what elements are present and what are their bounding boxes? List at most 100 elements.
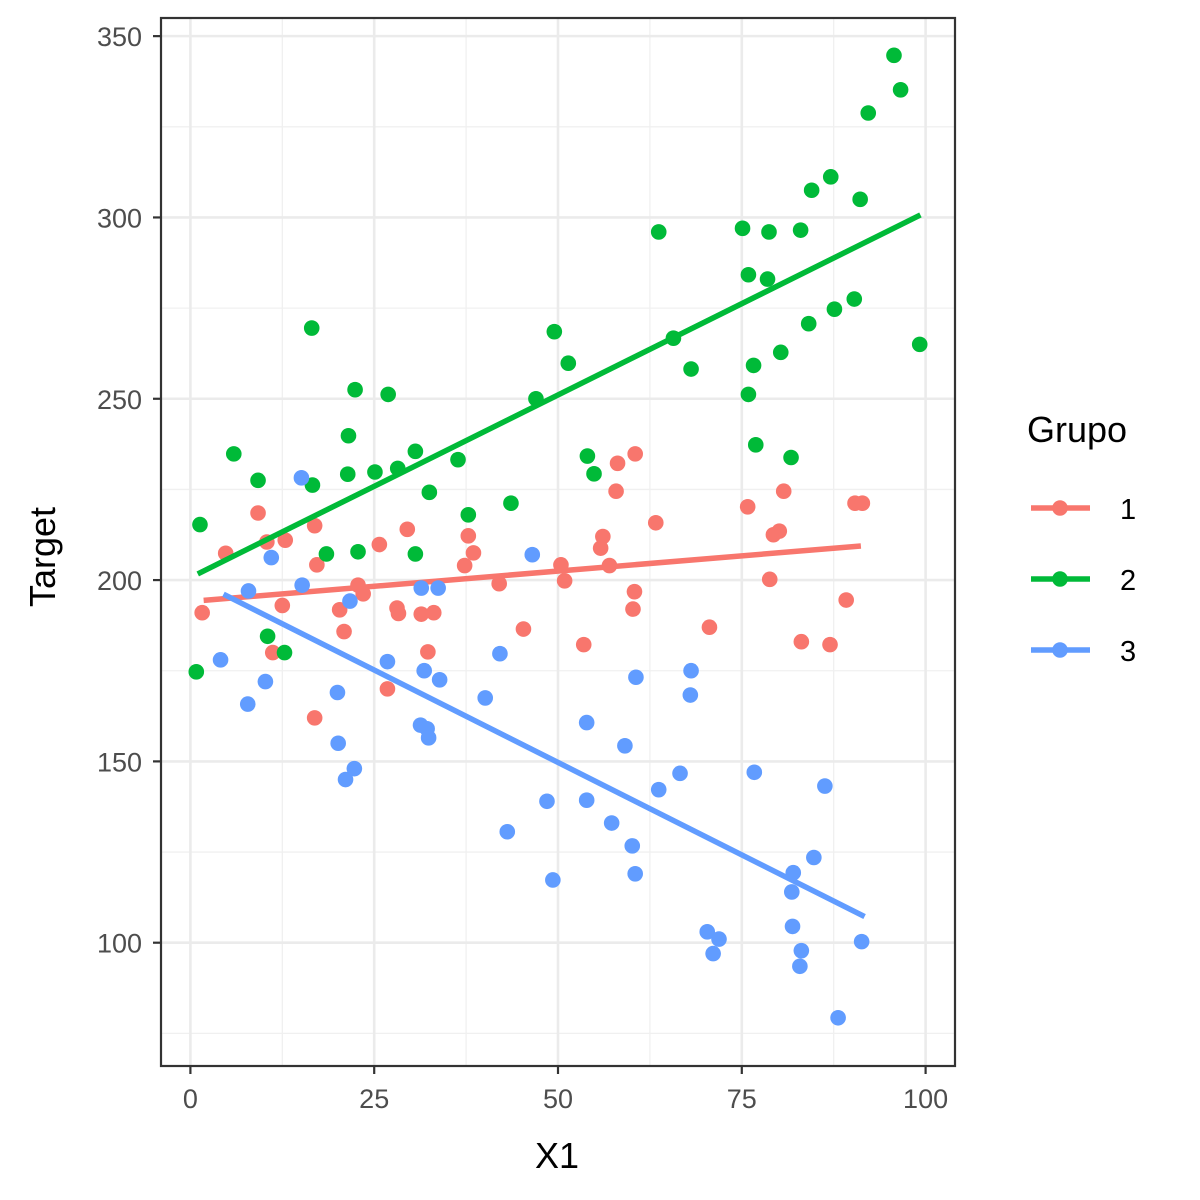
trend-line-2 bbox=[196, 212, 922, 577]
data-point bbox=[194, 604, 210, 621]
data-point bbox=[239, 696, 256, 712]
data-point bbox=[822, 169, 839, 185]
data-point bbox=[212, 652, 229, 668]
data-point bbox=[380, 386, 396, 403]
data-point bbox=[192, 516, 208, 533]
data-point bbox=[420, 644, 436, 660]
data-point bbox=[740, 266, 757, 283]
data-point bbox=[524, 546, 541, 563]
data-point bbox=[337, 771, 354, 788]
data-point bbox=[539, 793, 555, 810]
data-point bbox=[250, 505, 266, 521]
data-point bbox=[911, 336, 928, 353]
data-point bbox=[367, 464, 383, 480]
data-point bbox=[627, 866, 643, 882]
data-point bbox=[785, 864, 802, 881]
data-point bbox=[575, 636, 592, 653]
data-point bbox=[852, 191, 868, 208]
data-point bbox=[683, 662, 699, 679]
data-point bbox=[628, 669, 644, 686]
legend-label: 3 bbox=[1120, 636, 1136, 668]
data-point bbox=[647, 514, 664, 531]
data-point bbox=[586, 466, 602, 482]
x-tick-label: 25 bbox=[359, 1084, 389, 1114]
data-point bbox=[350, 543, 366, 560]
data-point bbox=[608, 483, 624, 500]
data-point bbox=[603, 815, 620, 831]
y-tick-label: 150 bbox=[97, 747, 142, 777]
data-point bbox=[347, 381, 363, 398]
data-point bbox=[601, 557, 618, 574]
legend-item-2: 2 bbox=[1031, 565, 1136, 597]
data-point bbox=[556, 573, 573, 589]
data-point bbox=[806, 849, 822, 866]
data-point bbox=[771, 523, 788, 539]
data-point bbox=[331, 602, 348, 618]
series-3 bbox=[212, 470, 870, 1026]
data-point bbox=[416, 662, 432, 679]
data-point bbox=[705, 945, 721, 962]
y-tick-label: 300 bbox=[97, 203, 142, 233]
data-point bbox=[329, 684, 346, 701]
data-point bbox=[420, 730, 437, 746]
data-point bbox=[306, 517, 323, 534]
data-point bbox=[390, 605, 407, 622]
data-point bbox=[578, 714, 595, 731]
data-point bbox=[399, 521, 416, 538]
data-point bbox=[250, 472, 266, 489]
data-point bbox=[826, 301, 843, 317]
data-point bbox=[595, 528, 611, 545]
data-point bbox=[477, 690, 494, 706]
data-point bbox=[515, 621, 532, 637]
data-point bbox=[784, 918, 801, 935]
data-point bbox=[860, 105, 877, 121]
data-point bbox=[413, 606, 430, 622]
x-axis: 0 25 50 75 100 bbox=[183, 1066, 948, 1114]
data-point bbox=[672, 765, 688, 782]
data-point bbox=[592, 540, 609, 556]
legend-key-point bbox=[1052, 500, 1068, 516]
data-point bbox=[355, 586, 371, 602]
data-point bbox=[830, 1009, 846, 1026]
data-point bbox=[340, 427, 357, 444]
data-point bbox=[545, 872, 561, 888]
legend-item-1: 1 bbox=[1031, 494, 1136, 526]
data-point bbox=[711, 931, 727, 947]
data-point bbox=[503, 495, 519, 511]
data-point bbox=[793, 633, 810, 650]
data-point bbox=[747, 437, 764, 453]
data-point bbox=[800, 315, 817, 332]
y-tick-label: 200 bbox=[97, 566, 142, 596]
data-point bbox=[665, 330, 682, 347]
data-point bbox=[746, 764, 763, 781]
series-2 bbox=[188, 47, 928, 680]
data-point bbox=[853, 933, 870, 950]
data-point bbox=[225, 446, 242, 462]
data-point bbox=[838, 592, 854, 608]
x-tick-label: 0 bbox=[183, 1084, 198, 1114]
data-point bbox=[553, 557, 569, 573]
series-1 bbox=[194, 446, 871, 726]
data-point bbox=[276, 644, 293, 661]
data-point bbox=[650, 224, 667, 240]
y-axis-title: Target bbox=[22, 507, 63, 607]
data-point bbox=[450, 451, 466, 468]
data-point bbox=[407, 443, 424, 460]
data-point bbox=[421, 484, 438, 501]
data-point bbox=[846, 291, 863, 307]
data-point bbox=[734, 220, 751, 237]
data-point bbox=[624, 838, 641, 854]
data-point bbox=[783, 449, 799, 466]
data-point bbox=[274, 597, 291, 614]
data-point bbox=[465, 545, 482, 561]
data-point bbox=[306, 710, 323, 726]
data-point bbox=[460, 507, 477, 523]
data-point bbox=[413, 580, 430, 596]
data-point bbox=[499, 823, 516, 840]
data-point bbox=[892, 82, 909, 98]
data-point bbox=[650, 781, 667, 798]
data-point bbox=[740, 386, 757, 403]
trend-line-3 bbox=[222, 591, 866, 920]
